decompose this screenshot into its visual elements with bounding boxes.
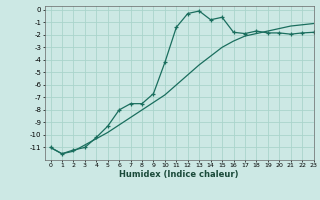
X-axis label: Humidex (Indice chaleur): Humidex (Indice chaleur) [119,170,239,179]
